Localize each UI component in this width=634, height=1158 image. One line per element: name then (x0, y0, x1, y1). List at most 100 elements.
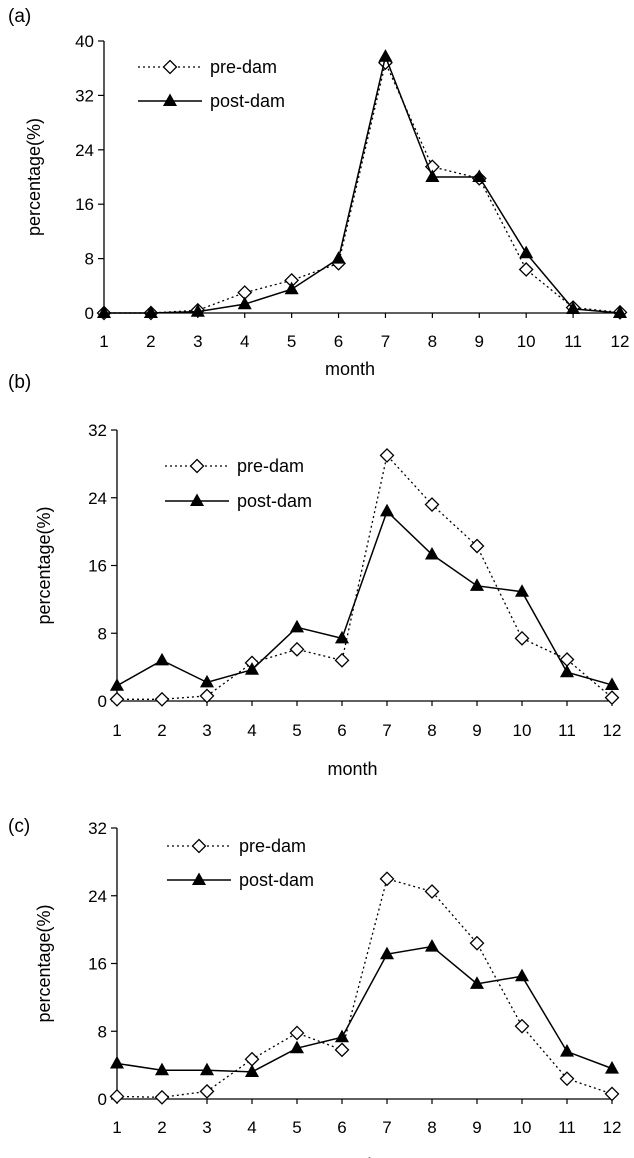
legend-label: pre-dam (237, 456, 304, 476)
legend-label: pre-dam (210, 57, 277, 77)
y-axis-label: percentage(%) (34, 506, 54, 624)
data-point-post-dam (334, 630, 350, 644)
x-tick-label: 7 (381, 332, 390, 351)
legend-label: post-dam (210, 91, 285, 111)
data-point-post-dam (604, 1060, 620, 1074)
data-point-pre-dam (518, 262, 534, 277)
data-point-post-dam (289, 1040, 305, 1054)
data-point-post-dam (199, 674, 215, 688)
data-point-post-dam (378, 49, 393, 62)
data-point-post-dam (96, 305, 112, 319)
y-tick-label: 24 (75, 141, 94, 160)
x-axis-label: month (325, 359, 375, 379)
legend-marker (191, 838, 207, 854)
legend-marker (162, 93, 178, 107)
x-tick-label: 11 (558, 1118, 576, 1137)
x-tick-label: 11 (558, 721, 576, 740)
data-point-pre-dam (334, 652, 350, 668)
y-tick-label: 32 (88, 819, 107, 838)
y-tick-label: 0 (85, 304, 94, 323)
x-tick-label: 9 (472, 1118, 481, 1137)
data-point-post-dam (331, 251, 346, 264)
x-tick-label: 4 (247, 721, 256, 740)
data-point-post-dam (154, 1062, 170, 1076)
data-point-pre-dam (514, 1018, 530, 1034)
data-point-post-dam (244, 662, 260, 675)
x-tick-label: 10 (517, 332, 536, 351)
legend-marker (162, 59, 178, 75)
legend: pre-dam post-dam (165, 456, 312, 511)
data-point-post-dam (334, 1029, 350, 1043)
x-tick-label: 1 (99, 332, 108, 351)
data-point-post-dam (237, 296, 252, 310)
series-line-post-dam (116, 945, 613, 1073)
x-tick-label: 9 (475, 332, 484, 351)
legend-item-pre-dam: pre-dam (167, 836, 306, 856)
series-line-post-dam (104, 54, 621, 314)
x-tick-label: 8 (427, 721, 436, 740)
x-tick-label: 11 (564, 332, 582, 351)
legend-label: pre-dam (239, 836, 306, 856)
data-point-post-dam (424, 546, 440, 560)
y-tick-label: 8 (85, 250, 94, 269)
y-tick-label: 24 (88, 887, 107, 906)
data-point-post-dam (425, 169, 440, 183)
data-point-pre-dam (379, 871, 395, 887)
x-tick-label: 3 (202, 721, 211, 740)
x-tick-label: 7 (382, 721, 391, 740)
x-tick-label: 2 (146, 332, 155, 351)
legend-marker (189, 458, 205, 474)
x-tick-label: 5 (292, 1118, 301, 1137)
data-point-post-dam (190, 304, 205, 317)
x-tick-label: 12 (611, 332, 630, 351)
data-point-post-dam (244, 1064, 260, 1077)
y-tick-label: 32 (75, 86, 94, 105)
y-tick-label: 40 (75, 32, 94, 51)
series-line-post-dam (116, 509, 613, 687)
series-line-pre-dam (116, 878, 613, 1098)
x-tick-label: 8 (428, 332, 437, 351)
x-tick-label: 5 (287, 332, 296, 351)
data-point-post-dam (566, 301, 581, 314)
panel-label: (c) (8, 816, 30, 837)
data-point-pre-dam (199, 688, 215, 704)
data-point-post-dam (143, 305, 158, 319)
x-axis-label: month (327, 1155, 377, 1158)
data-point-pre-dam (469, 935, 485, 951)
data-point-pre-dam (514, 630, 530, 646)
y-tick-label: 16 (88, 557, 107, 576)
data-point-post-dam (154, 652, 170, 666)
legend-label: post-dam (237, 491, 312, 511)
data-point-post-dam (559, 1044, 575, 1057)
chart-panel-3: (c)08162432123456789101112monthpercentag… (8, 816, 621, 1158)
legend-label: post-dam (239, 870, 314, 890)
data-point-pre-dam (289, 641, 305, 657)
x-tick-label: 6 (337, 1118, 346, 1137)
x-tick-label: 6 (334, 332, 343, 351)
data-point-pre-dam (109, 691, 125, 707)
y-tick-label: 8 (98, 624, 107, 643)
x-tick-label: 2 (157, 721, 166, 740)
x-tick-label: 2 (157, 1118, 166, 1137)
x-tick-label: 1 (112, 721, 121, 740)
data-point-post-dam (559, 664, 575, 678)
panel-label: (b) (8, 372, 31, 393)
data-point-post-dam (109, 1055, 125, 1069)
x-tick-label: 4 (247, 1118, 256, 1137)
data-point-post-dam (424, 939, 440, 952)
y-axis-label: percentage(%) (24, 118, 44, 236)
y-tick-label: 0 (98, 692, 107, 711)
x-tick-label: 3 (202, 1118, 211, 1137)
x-tick-label: 5 (292, 721, 301, 740)
data-point-pre-dam (199, 1083, 215, 1099)
data-point-pre-dam (379, 447, 395, 463)
legend-item-post-dam: post-dam (165, 491, 312, 511)
y-tick-label: 32 (88, 421, 107, 440)
x-tick-label: 12 (603, 1118, 622, 1137)
data-point-pre-dam (424, 497, 440, 512)
x-tick-label: 1 (112, 1118, 121, 1137)
data-point-post-dam (472, 169, 487, 183)
y-tick-label: 16 (75, 195, 94, 214)
data-point-post-dam (514, 968, 530, 982)
y-tick-label: 8 (98, 1022, 107, 1041)
